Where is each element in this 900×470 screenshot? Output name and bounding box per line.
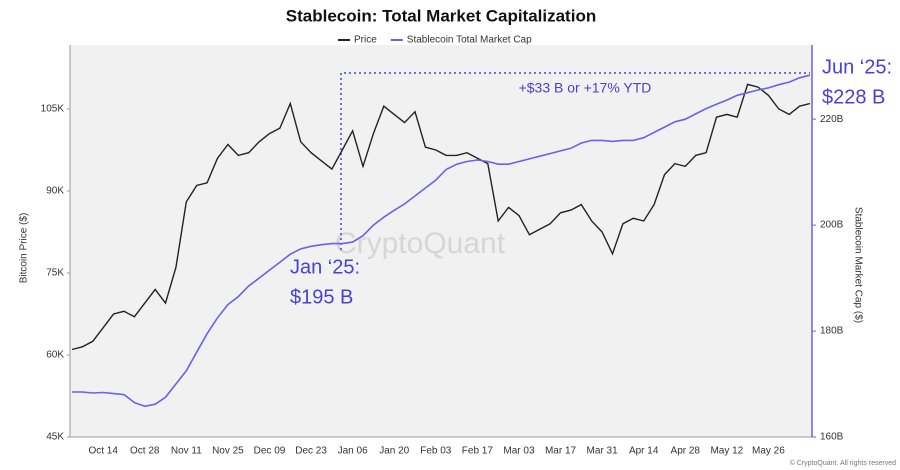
line-series bbox=[72, 74, 811, 408]
y-tick-label: 75K bbox=[46, 268, 64, 279]
x-tick-label: Oct 14 bbox=[88, 446, 118, 457]
chart-title: Stablecoin: Total Market Capitalization bbox=[286, 6, 596, 25]
x-tick-label: Feb 17 bbox=[462, 446, 494, 457]
x-tick-label: Jan 20 bbox=[379, 446, 409, 457]
annotation: Jan ‘25: bbox=[290, 256, 360, 278]
x-tick-label: Dec 09 bbox=[254, 446, 286, 457]
x-tick-label: Mar 03 bbox=[503, 446, 535, 457]
watermark: CryptoQuant bbox=[335, 227, 506, 260]
x-tick-label: May 26 bbox=[752, 446, 785, 457]
y2-tick-label: 200B bbox=[820, 220, 844, 231]
line-series bbox=[71, 83, 811, 351]
legend: Price Stablecoin Total Market Cap bbox=[338, 35, 532, 46]
annotation: $195 B bbox=[290, 286, 353, 308]
legend-label: Stablecoin Total Market Cap bbox=[407, 35, 532, 46]
footer: © CryptoQuant. All rights reserved bbox=[790, 459, 896, 467]
annotation: +$33 B or +17% YTD bbox=[519, 80, 652, 96]
x-tick-label: Apr 14 bbox=[629, 446, 659, 457]
y2-tick-label: 180B bbox=[820, 326, 844, 337]
x-tick-label: Dec 23 bbox=[295, 446, 327, 457]
legend-label: Price bbox=[354, 35, 377, 46]
plot-background bbox=[70, 45, 812, 437]
x-tick-label: Nov 25 bbox=[212, 446, 244, 457]
annotation: $228 B bbox=[822, 86, 885, 108]
y-tick-label: 90K bbox=[46, 186, 64, 197]
x-tick-label: Jan 06 bbox=[338, 446, 368, 457]
x-tick-label: Feb 03 bbox=[420, 446, 452, 457]
x-tick-label: Oct 28 bbox=[130, 446, 160, 457]
y-tick-label: 60K bbox=[46, 350, 64, 361]
y-tick-label: 105K bbox=[41, 104, 65, 115]
annotation: Jun ‘25: bbox=[822, 56, 892, 78]
y2-tick-label: 160B bbox=[820, 432, 844, 443]
ytd-bracket bbox=[340, 72, 810, 250]
x-tick-label: Apr 28 bbox=[671, 446, 701, 457]
y-tick-label: 45K bbox=[46, 432, 64, 443]
x-tick-label: Nov 11 bbox=[171, 446, 202, 457]
x-tick-label: Mar 31 bbox=[587, 446, 619, 457]
x-tick-label: Mar 17 bbox=[545, 446, 577, 457]
x-tick-label: May 12 bbox=[710, 446, 743, 457]
y2-axis-title: Stablecoin Market Cap ($) bbox=[852, 207, 863, 323]
y-axis-title: Bitcoin Price ($) bbox=[19, 213, 30, 284]
y2-tick-label: 220B bbox=[820, 114, 844, 125]
